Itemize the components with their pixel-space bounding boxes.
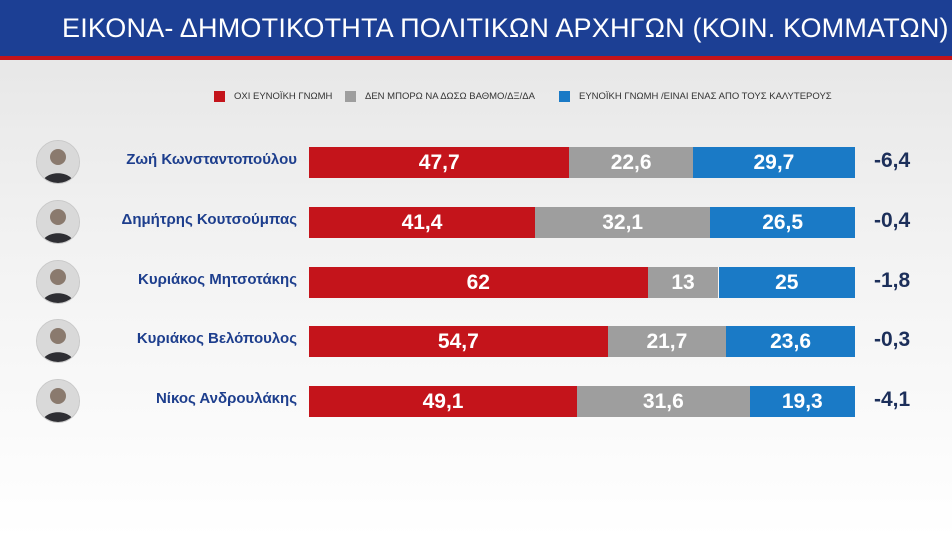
neutral-segment: 31,6 — [577, 386, 750, 417]
chart-row: Κυριάκος Μητσοτάκης 62 13 25 -1,8 — [0, 251, 952, 311]
person-photo-icon — [36, 379, 80, 423]
neutral-segment: 21,7 — [607, 326, 727, 357]
negative-segment: 62 — [309, 267, 648, 298]
difference-value: -4,1 — [874, 388, 911, 411]
title-banner: ΕΙΚΟΝΑ- ΔΗΜΟΤΙΚΟΤΗΤΑ ΠΟΛΙΤΙΚΩΝ ΑΡΧΗΓΩΝ (… — [0, 0, 952, 60]
data-label: 47,7 — [418, 150, 460, 174]
person-photo-icon — [36, 200, 80, 244]
difference-value: -0,3 — [874, 328, 911, 351]
difference-value: -6,4 — [874, 149, 911, 172]
data-label: 32,1 — [602, 210, 644, 234]
neutral-segment: 32,1 — [535, 207, 711, 238]
negative-segment: 54,7 — [309, 326, 608, 357]
chart-title: ΕΙΚΟΝΑ- ΔΗΜΟΤΙΚΟΤΗΤΑ ΠΟΛΙΤΙΚΩΝ ΑΡΧΗΓΩΝ (… — [62, 13, 949, 43]
legend-swatch-negative — [214, 91, 225, 102]
data-label: 31,6 — [642, 389, 684, 413]
chart-row: Κυριάκος Βελόπουλος 54,7 21,7 23,6 -0,3 — [0, 310, 952, 370]
chart-row: Δημήτρης Κουτσούμπας 41,4 32,1 26,5 -0,4 — [0, 191, 952, 251]
neutral-segment: 13 — [647, 267, 719, 298]
data-label: 23,6 — [770, 329, 811, 353]
chart-row: Ζωή Κωνσταντοπούλου 47,7 22,6 29,7 -6,4 — [0, 131, 952, 191]
legend-label-positive: ΕΥΝΟΪΚΗ ΓΝΩΜΗ /ΕΙΝΑΙ ΕΝΑΣ ΑΠΟ ΤΟΥΣ ΚΑΛΥΤ… — [579, 91, 832, 102]
data-label: 49,1 — [422, 389, 464, 413]
leader-name: Ζωή Κωνσταντοπούλου — [126, 151, 297, 168]
leader-name: Κυριάκος Βελόπουλος — [136, 330, 297, 347]
leader-name: Δημήτρης Κουτσούμπας — [121, 211, 297, 228]
legend-swatch-positive — [559, 91, 570, 102]
stacked-bar: 54,7 21,7 23,6 — [309, 326, 855, 357]
legend-swatch-neutral — [345, 91, 356, 102]
data-label: 54,7 — [437, 329, 479, 353]
negative-segment: 47,7 — [309, 147, 570, 178]
leader-name: Κυριάκος Μητσοτάκης — [138, 271, 297, 288]
negative-segment: 49,1 — [309, 386, 578, 417]
legend-item-negative: ΟΧΙ ΕΥΝΟΪΚΗ ΓΝΩΜΗ — [214, 91, 332, 102]
negative-segment: 41,4 — [309, 207, 536, 238]
legend-label-neutral: ΔΕΝ ΜΠΟΡΩ ΝΑ ΔΩΣΩ ΒΑΘΜΟ/ΔΞ/ΔΑ — [365, 91, 535, 102]
leader-name: Νίκος Ανδρουλάκης — [155, 390, 297, 407]
person-photo-icon — [36, 260, 80, 304]
data-label: 25 — [775, 270, 799, 294]
data-label: 41,4 — [401, 210, 443, 234]
difference-value: -1,8 — [874, 269, 911, 292]
legend-item-positive: ΕΥΝΟΪΚΗ ΓΝΩΜΗ /ΕΙΝΑΙ ΕΝΑΣ ΑΠΟ ΤΟΥΣ ΚΑΛΥΤ… — [559, 91, 832, 102]
positive-segment: 19,3 — [749, 386, 855, 417]
stacked-bar: 49,1 31,6 19,3 — [309, 386, 855, 417]
data-label: 26,5 — [762, 210, 804, 234]
person-photo-icon — [36, 319, 80, 363]
data-label: 19,3 — [781, 389, 823, 413]
positive-segment: 26,5 — [710, 207, 855, 238]
positive-segment: 25 — [718, 267, 855, 298]
difference-value: -0,4 — [874, 209, 911, 232]
positive-segment: 29,7 — [692, 147, 855, 178]
stacked-bar: 47,7 22,6 29,7 — [309, 147, 855, 178]
stacked-bar: 62 13 25 — [309, 267, 855, 298]
data-label: 62 — [466, 270, 490, 294]
data-label: 21,7 — [646, 329, 688, 353]
person-photo-icon — [36, 140, 80, 184]
neutral-segment: 22,6 — [569, 147, 693, 178]
stacked-bar: 41,4 32,1 26,5 — [309, 207, 855, 238]
legend-label-negative: ΟΧΙ ΕΥΝΟΪΚΗ ΓΝΩΜΗ — [234, 91, 333, 102]
positive-segment: 23,6 — [726, 326, 855, 357]
legend-item-neutral: ΔΕΝ ΜΠΟΡΩ ΝΑ ΔΩΣΩ ΒΑΘΜΟ/ΔΞ/ΔΑ — [345, 91, 535, 102]
chart-row: Νίκος Ανδρουλάκης 49,1 31,6 19,3 -4,1 — [0, 370, 952, 430]
data-label: 22,6 — [610, 150, 652, 174]
data-label: 29,7 — [753, 150, 795, 174]
data-label: 13 — [671, 270, 695, 294]
